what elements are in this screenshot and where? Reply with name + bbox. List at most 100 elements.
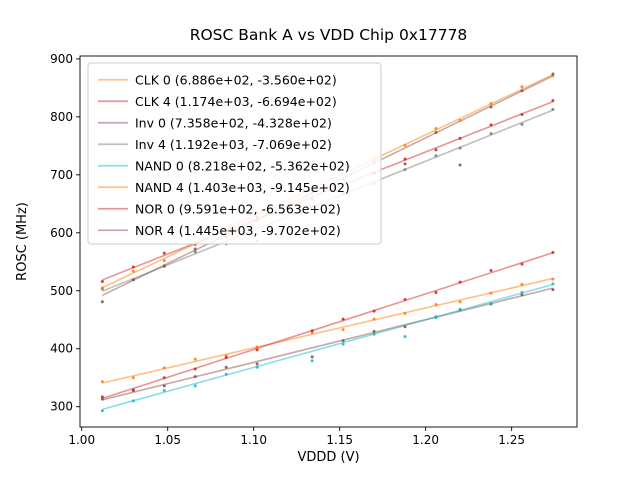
data-point — [372, 329, 376, 333]
data-point — [162, 264, 166, 268]
y-tick-label: 300 — [50, 400, 73, 414]
data-point — [224, 355, 228, 359]
data-point — [255, 362, 259, 366]
series-line-clk-0 — [102, 277, 554, 384]
data-point — [520, 293, 524, 297]
series-points-nand-0 — [100, 282, 555, 413]
legend-label: Inv 0 (7.358e+02, -4.328e+02) — [135, 115, 332, 130]
legend-entry-clk-4: CLK 4 (1.174e+03, -6.694e+02) — [98, 94, 337, 109]
data-point — [100, 409, 104, 413]
series-line-nand-0 — [102, 283, 554, 411]
x-tick-label: 1.25 — [498, 433, 525, 447]
data-point — [100, 397, 104, 401]
series-points-nor-0 — [100, 251, 555, 399]
y-tick-label: 500 — [50, 284, 73, 298]
data-point — [551, 251, 555, 255]
data-point — [489, 102, 493, 106]
y-tick-label: 800 — [50, 110, 73, 124]
data-point — [310, 329, 314, 333]
data-point — [224, 365, 228, 369]
data-point — [458, 136, 462, 140]
legend-label: NAND 0 (8.218e+02, -5.362e+02) — [135, 158, 350, 173]
legend: CLK 0 (6.886e+02, -3.560e+02) CLK 4 (1.17… — [87, 62, 382, 245]
data-point — [341, 317, 345, 321]
data-point — [489, 105, 493, 109]
data-point — [255, 348, 259, 352]
data-point — [489, 291, 493, 295]
data-point — [458, 118, 462, 122]
data-point — [434, 148, 438, 152]
data-point — [131, 399, 135, 403]
data-point — [489, 268, 493, 272]
y-tick-label: 900 — [50, 52, 73, 66]
legend-entry-inv-0: Inv 0 (7.358e+02, -4.328e+02) — [98, 115, 332, 130]
data-point — [131, 278, 135, 282]
data-point — [520, 85, 524, 89]
data-point — [551, 72, 555, 76]
data-point — [255, 345, 259, 349]
data-point — [551, 277, 555, 281]
data-point — [434, 291, 438, 295]
x-tick-label: 1.00 — [68, 433, 95, 447]
series-points-clk-0 — [100, 277, 555, 384]
data-point — [458, 307, 462, 311]
legend-label: CLK 0 (6.886e+02, -3.560e+02) — [135, 72, 337, 87]
data-point — [551, 282, 555, 286]
x-tick-label: 1.15 — [326, 433, 353, 447]
plot-area — [79, 55, 578, 428]
data-point — [193, 247, 197, 251]
data-point — [551, 107, 555, 111]
data-point — [458, 163, 462, 167]
data-point — [310, 355, 314, 359]
data-point — [100, 300, 104, 304]
data-point — [551, 99, 555, 103]
legend-label: NOR 0 (9.591e+02, -6.563e+02) — [135, 201, 341, 216]
series-line-nor-0 — [102, 251, 554, 400]
data-point — [162, 376, 166, 380]
data-point — [193, 384, 197, 388]
data-point — [403, 335, 407, 339]
y-tick-label: 700 — [50, 168, 73, 182]
data-point — [458, 280, 462, 284]
data-point — [489, 132, 493, 136]
legend-entry-nand-4: NAND 4 (1.403e+03, -9.145e+02) — [98, 180, 350, 195]
data-point — [520, 89, 524, 93]
x-tick-label: 1.20 — [412, 433, 439, 447]
data-point — [520, 262, 524, 266]
legend-entry-clk-0: CLK 0 (6.886e+02, -3.560e+02) — [98, 72, 337, 87]
data-point — [193, 250, 197, 254]
data-point — [458, 300, 462, 304]
data-point — [100, 380, 104, 384]
data-point — [131, 376, 135, 380]
data-point — [434, 303, 438, 307]
data-point — [131, 269, 135, 273]
data-point — [520, 282, 524, 286]
data-point — [434, 315, 438, 319]
y-axis-label: ROSC (MHz) — [15, 202, 30, 281]
data-point — [162, 384, 166, 388]
data-point — [434, 126, 438, 130]
data-point — [434, 131, 438, 135]
data-point — [341, 342, 345, 346]
data-point — [162, 259, 166, 263]
legend-entry-inv-4: Inv 4 (1.192e+03, -7.069e+02) — [98, 137, 332, 152]
data-point — [310, 359, 314, 363]
data-point — [372, 309, 376, 313]
data-point — [403, 143, 407, 147]
series-line-inv-0 — [102, 287, 554, 401]
data-point — [520, 122, 524, 126]
data-point — [403, 311, 407, 315]
legend-label: NOR 4 (1.445e+03, -9.702e+02) — [135, 223, 341, 238]
data-point — [341, 339, 345, 343]
data-point — [255, 365, 259, 369]
data-point — [162, 251, 166, 255]
data-point — [224, 372, 228, 376]
data-point — [403, 157, 407, 161]
legend-label: NAND 4 (1.403e+03, -9.145e+02) — [135, 180, 350, 195]
data-point — [100, 286, 104, 290]
x-tick-label: 1.10 — [240, 433, 267, 447]
data-point — [372, 332, 376, 336]
chart-title: ROSC Bank A vs VDD Chip 0x17778 — [190, 26, 468, 44]
data-point — [403, 297, 407, 301]
